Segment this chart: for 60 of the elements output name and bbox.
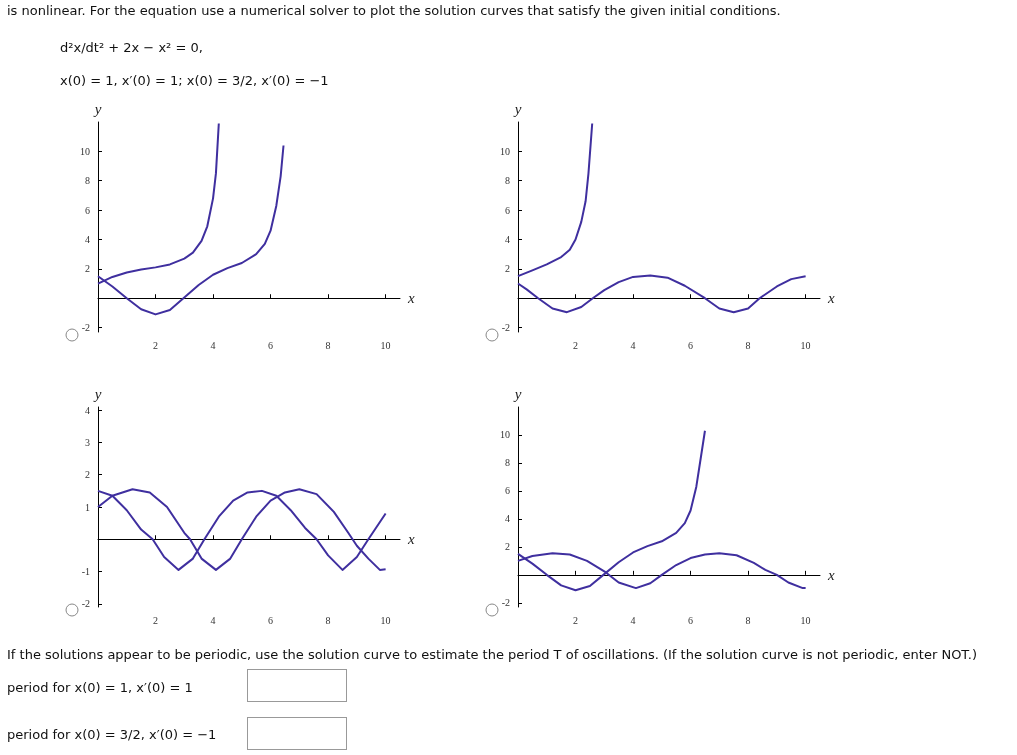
x-tick-label: 6 <box>688 614 694 626</box>
x-tick-label: 10 <box>800 614 811 626</box>
chart-title: is nonlinear. For the equation use a numerical solver to plot the solution curves that satisfy the given initial conditions. <box>7 3 781 18</box>
y-tick-label: 8 <box>505 457 510 469</box>
x-tick-label: 2 <box>153 614 159 626</box>
text: period for x(0) = 3/2, x′(0) = −1 <box>7 727 217 742</box>
y-axis-title: y <box>512 100 522 117</box>
x-tick-label: 6 <box>268 339 274 351</box>
y-tick-label: 1 <box>85 501 90 513</box>
y-tick-label: 4 <box>85 233 90 245</box>
y-tick-label: -2 <box>81 598 90 610</box>
x-axis-title: x <box>407 290 415 307</box>
line-series <box>517 274 807 314</box>
y-tick-label: 4 <box>505 513 510 525</box>
y-tick-label: 2 <box>85 469 90 481</box>
y-tick-label: 8 <box>85 175 90 187</box>
text: d²x/dt² + 2x − x² = 0, <box>60 40 203 55</box>
text: If the solutions appear to be periodic, use the solution curve to estimate the period T of oscillations. (If the solution curve is not periodic, enter NOT.) <box>7 647 977 662</box>
y-tick-label: 3 <box>85 436 90 448</box>
y-tick-label: 2 <box>505 541 510 553</box>
x-tick-label: 10 <box>800 339 811 351</box>
y-tick-label: 2 <box>85 263 90 275</box>
y-axis-title: y <box>92 385 102 402</box>
y-tick-label: 4 <box>85 404 90 416</box>
y-tick-label: 8 <box>505 175 510 187</box>
x-tick-label: 8 <box>745 614 751 626</box>
y-tick-label: 6 <box>505 204 510 216</box>
y-axis-title: y <box>512 385 522 402</box>
y-tick-label: 10 <box>500 429 510 441</box>
x-tick-label: 10 <box>380 614 391 626</box>
y-tick-label: 6 <box>85 204 90 216</box>
line-series <box>517 122 594 278</box>
x-tick-label: 6 <box>688 339 694 351</box>
y-tick-label: 4 <box>505 233 510 245</box>
x-axis-title: x <box>827 566 835 583</box>
y-tick-label: -2 <box>81 322 90 334</box>
y-tick-label: -1 <box>81 566 90 578</box>
text: period for x(0) = 1, x′(0) = 1 <box>7 680 193 695</box>
y-tick-label: 6 <box>505 485 510 497</box>
x-axis-title: x <box>407 531 415 548</box>
y-axis-title: y <box>92 100 102 117</box>
y-tick-label: 10 <box>500 145 510 157</box>
x-tick-label: 4 <box>630 614 636 626</box>
x-axis-title: x <box>827 290 835 307</box>
x-tick-label: 2 <box>573 614 579 626</box>
x-tick-label: 4 <box>210 614 216 626</box>
text: x(0) = 1, x′(0) = 1; x(0) = 3/2, x′(0) = −1 <box>60 73 329 88</box>
x-tick-label: 4 <box>630 339 636 351</box>
x-tick-label: 4 <box>210 339 216 351</box>
y-tick-label: 2 <box>505 263 510 275</box>
y-tick-label: -2 <box>501 597 510 609</box>
x-tick-label: 8 <box>325 614 331 626</box>
y-tick-label: -2 <box>501 322 510 334</box>
y-tick-label: 10 <box>80 145 90 157</box>
x-tick-label: 10 <box>380 339 391 351</box>
x-tick-label: 8 <box>745 339 751 351</box>
x-tick-label: 8 <box>325 339 331 351</box>
x-tick-label: 2 <box>153 339 159 351</box>
x-tick-label: 6 <box>268 614 274 626</box>
x-tick-label: 2 <box>573 339 579 351</box>
